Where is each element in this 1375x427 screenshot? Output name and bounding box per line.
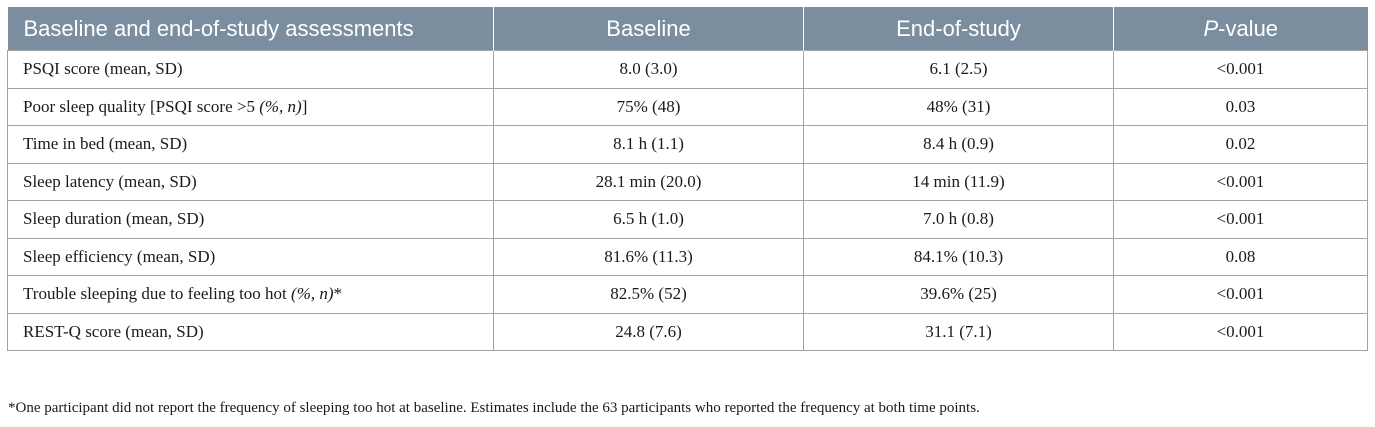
table-row: Sleep efficiency (mean, SD) 81.6% (11.3)…: [7, 237, 1368, 276]
end-of-study-cell: 6.1 (2.5): [803, 50, 1114, 89]
baseline-cell: 24.8 (7.6): [493, 312, 804, 351]
row-label: Poor sleep quality [PSQI score >5 (%, n)…: [7, 87, 494, 126]
baseline-cell: 81.6% (11.3): [493, 237, 804, 276]
header-end-of-study: End-of-study: [803, 7, 1114, 51]
table-footnote: *One participant did not report the freq…: [8, 400, 980, 416]
p-value-cell: <0.001: [1113, 312, 1368, 351]
table-row: REST-Q score (mean, SD) 24.8 (7.6) 31.1 …: [7, 312, 1368, 351]
row-label-suffix: *: [333, 284, 343, 304]
p-value-cell: 0.03: [1113, 87, 1368, 126]
end-of-study-cell: 48% (31): [803, 87, 1114, 126]
end-of-study-cell: 7.0 h (0.8): [803, 200, 1114, 239]
header-baseline: Baseline: [493, 7, 804, 51]
baseline-cell: 8.1 h (1.1): [493, 125, 804, 164]
end-of-study-cell: 31.1 (7.1): [803, 312, 1114, 351]
header-p-value: P-value: [1113, 7, 1368, 51]
p-value-cell: <0.001: [1113, 50, 1368, 89]
baseline-cell: 82.5% (52): [493, 275, 804, 314]
table-header-row: Baseline and end-of-study assessments Ba…: [7, 7, 1368, 51]
row-label: PSQI score (mean, SD): [7, 50, 494, 89]
p-value-cell: 0.08: [1113, 237, 1368, 276]
end-of-study-cell: 14 min (11.9): [803, 162, 1114, 201]
row-label-italic: (%, n): [259, 96, 302, 116]
end-of-study-cell: 84.1% (10.3): [803, 237, 1114, 276]
row-label: REST-Q score (mean, SD): [7, 312, 494, 351]
row-label-text: Sleep latency (mean, SD): [23, 171, 197, 191]
row-label-text: PSQI score (mean, SD): [23, 59, 183, 79]
row-label: Time in bed (mean, SD): [7, 125, 494, 164]
table-row: PSQI score (mean, SD) 8.0 (3.0) 6.1 (2.5…: [7, 50, 1368, 89]
row-label-text: Trouble sleeping due to feeling too hot: [23, 284, 292, 304]
row-label-text: REST-Q score (mean, SD): [23, 321, 204, 341]
row-label: Sleep duration (mean, SD): [7, 200, 494, 239]
row-label-text: Sleep efficiency (mean, SD): [23, 246, 216, 266]
p-value-cell: <0.001: [1113, 200, 1368, 239]
header-p-rest: -value: [1218, 15, 1279, 41]
row-label-text: Sleep duration (mean, SD): [23, 209, 205, 229]
header-assessments: Baseline and end-of-study assessments: [7, 7, 494, 51]
baseline-cell: 8.0 (3.0): [493, 50, 804, 89]
p-value-cell: 0.02: [1113, 125, 1368, 164]
row-label-text: Time in bed (mean, SD): [23, 134, 188, 154]
table-row: Trouble sleeping due to feeling too hot …: [7, 275, 1368, 314]
table-row: Sleep latency (mean, SD) 28.1 min (20.0)…: [7, 162, 1368, 201]
baseline-cell: 28.1 min (20.0): [493, 162, 804, 201]
row-label: Sleep latency (mean, SD): [7, 162, 494, 201]
end-of-study-cell: 39.6% (25): [803, 275, 1114, 314]
assessment-table: Baseline and end-of-study assessments Ba…: [7, 7, 1368, 351]
table-row: Sleep duration (mean, SD) 6.5 h (1.0) 7.…: [7, 200, 1368, 239]
header-p-italic: P: [1203, 15, 1219, 41]
row-label-text: Poor sleep quality [PSQI score >5: [23, 96, 260, 116]
p-value-cell: <0.001: [1113, 275, 1368, 314]
row-label-italic: (%, n): [291, 284, 334, 304]
table-row: Poor sleep quality [PSQI score >5 (%, n)…: [7, 87, 1368, 126]
baseline-cell: 75% (48): [493, 87, 804, 126]
table-row: Time in bed (mean, SD) 8.1 h (1.1) 8.4 h…: [7, 125, 1368, 164]
baseline-cell: 6.5 h (1.0): [493, 200, 804, 239]
row-label: Sleep efficiency (mean, SD): [7, 237, 494, 276]
p-value-cell: <0.001: [1113, 162, 1368, 201]
row-label-suffix: ]: [301, 96, 308, 116]
end-of-study-cell: 8.4 h (0.9): [803, 125, 1114, 164]
row-label: Trouble sleeping due to feeling too hot …: [7, 275, 494, 314]
